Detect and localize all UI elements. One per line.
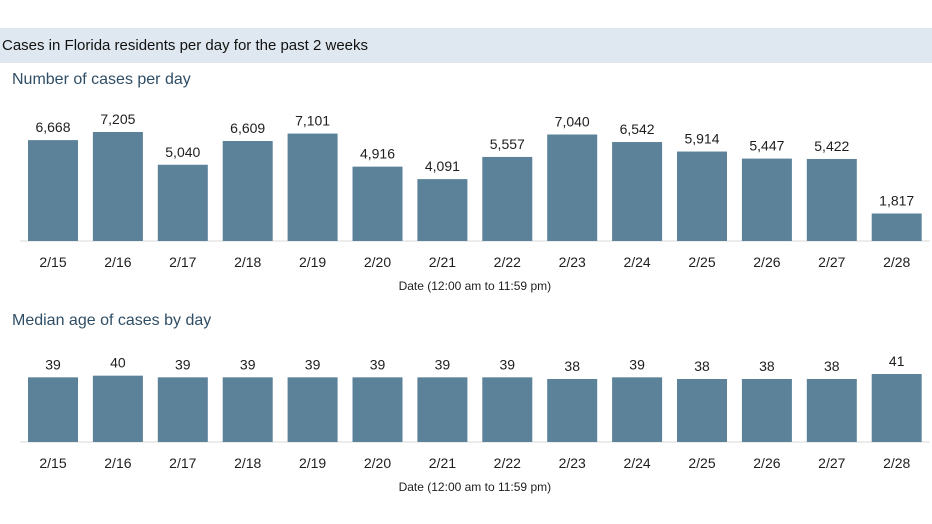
x-tick-label: 2/23	[559, 455, 586, 471]
x-tick-label: 2/28	[883, 455, 910, 471]
data-label: 4,091	[425, 158, 460, 174]
page-title: Cases in Florida residents per day for t…	[2, 37, 369, 54]
bar	[287, 133, 338, 241]
bar	[806, 158, 857, 241]
data-label: 6,542	[620, 121, 655, 137]
x-tick-label: 2/25	[688, 455, 715, 471]
x-tick-label: 2/18	[234, 455, 261, 471]
x-tick-label: 2/17	[169, 254, 196, 270]
x-tick-label: 2/27	[818, 455, 845, 471]
x-tick-label: 2/19	[299, 455, 326, 471]
x-tick-label: 2/20	[364, 455, 391, 471]
x-tick-label: 2/22	[494, 455, 521, 471]
x-tick-label: 2/19	[299, 254, 326, 270]
data-label: 38	[694, 358, 710, 374]
data-label: 39	[500, 356, 516, 372]
data-label: 6,668	[35, 119, 70, 135]
x-tick-label: 2/23	[559, 254, 586, 270]
data-label: 5,422	[814, 138, 849, 154]
bar	[92, 132, 143, 241]
data-label: 7,040	[555, 113, 590, 129]
x-tick-label: 2/20	[364, 254, 391, 270]
x-tick-label: 2/22	[494, 254, 521, 270]
x-tick-label: 2/15	[39, 455, 66, 471]
bar	[677, 151, 727, 241]
x-axis-title: Date (12:00 am to 11:59 pm)	[399, 279, 552, 293]
bar	[871, 213, 922, 241]
x-axis-title: Date (12:00 am to 11:59 pm)	[399, 480, 552, 494]
bar	[547, 379, 598, 442]
bar	[157, 164, 208, 241]
data-label: 40	[110, 355, 126, 371]
age-chart-title: Median age of cases by day	[12, 312, 212, 329]
bar	[352, 377, 403, 442]
data-label: 38	[564, 358, 580, 374]
data-label: 39	[435, 356, 451, 372]
x-tick-label: 2/16	[104, 254, 131, 270]
header-band	[0, 28, 932, 63]
bar	[352, 166, 403, 241]
data-label: 39	[629, 356, 645, 372]
data-label: 6,609	[230, 120, 265, 136]
data-label: 39	[45, 356, 61, 372]
bar	[287, 377, 338, 442]
x-tick-label: 2/26	[753, 455, 780, 471]
data-label: 39	[305, 356, 321, 372]
data-label: 39	[175, 356, 191, 372]
bar	[28, 140, 78, 241]
data-label: 5,914	[684, 131, 719, 147]
data-label: 38	[759, 358, 775, 374]
data-label: 38	[824, 358, 840, 374]
bar	[157, 377, 208, 442]
data-label: 39	[370, 356, 386, 372]
cases-chart-title: Number of cases per day	[12, 71, 191, 88]
bar	[547, 134, 598, 241]
bar	[612, 377, 663, 442]
x-tick-label: 2/16	[104, 455, 131, 471]
data-label: 1,817	[879, 193, 914, 209]
x-tick-label: 2/28	[883, 254, 910, 270]
bar	[482, 377, 533, 442]
data-label: 5,447	[749, 138, 784, 154]
median-age-chart: 39 2/15 40 2/16 39 2/17 39 2/18 39 2/19 39 2/20 39 2/…	[20, 353, 930, 494]
x-tick-label: 2/17	[169, 455, 196, 471]
data-label: 5,557	[490, 136, 525, 152]
x-tick-label: 2/25	[688, 254, 715, 270]
bar	[871, 374, 922, 442]
x-tick-label: 2/24	[623, 254, 650, 270]
bar	[222, 141, 273, 241]
bar	[482, 156, 533, 241]
bar	[741, 379, 792, 442]
bar	[677, 379, 727, 442]
bar	[417, 377, 468, 442]
data-label: 39	[240, 356, 256, 372]
x-tick-label: 2/26	[753, 254, 780, 270]
bar	[806, 379, 857, 442]
data-label: 41	[889, 353, 905, 369]
data-label: 7,101	[295, 113, 330, 129]
x-tick-label: 2/15	[39, 254, 66, 270]
x-tick-label: 2/27	[818, 254, 845, 270]
data-label: 7,205	[100, 111, 135, 127]
data-label: 5,040	[165, 144, 200, 160]
x-tick-label: 2/18	[234, 254, 261, 270]
bar	[28, 377, 78, 442]
bar	[612, 142, 663, 241]
x-tick-label: 2/24	[623, 455, 650, 471]
cases-per-day-chart: 6,668 2/15 7,205 2/16 5,040 2/17 6,609 2/18 7,10…	[20, 111, 930, 293]
bar	[92, 375, 143, 442]
bar	[417, 179, 468, 241]
bar	[741, 158, 792, 241]
x-tick-label: 2/21	[429, 254, 456, 270]
x-tick-label: 2/21	[429, 455, 456, 471]
bar	[222, 377, 273, 442]
data-label: 4,916	[360, 146, 395, 162]
